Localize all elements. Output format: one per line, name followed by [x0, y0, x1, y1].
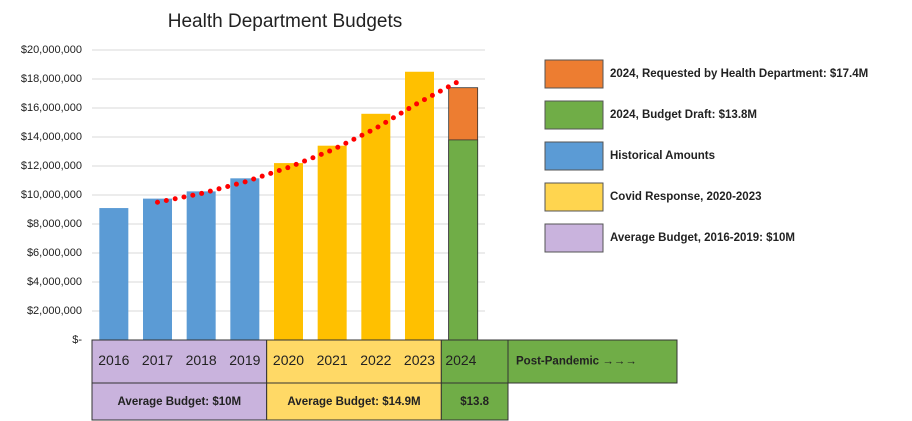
x-tick-label: 2017 — [142, 352, 173, 368]
legend-swatch — [544, 59, 604, 89]
bar — [274, 163, 303, 340]
group-average-cell — [440, 382, 509, 421]
legend-swatch — [544, 141, 604, 171]
bar — [143, 198, 172, 340]
y-tick-label: $8,000,000 — [27, 218, 82, 230]
bar — [186, 191, 216, 340]
legend-label: Average Budget, 2016-2019: $10M — [610, 232, 795, 244]
bar — [448, 139, 479, 341]
legend-label: 2024, Budget Draft: $13.8M — [610, 109, 757, 121]
legend-label: 2024, Requested by Health Department: $1… — [610, 68, 868, 80]
x-tick-label: 2016 — [98, 352, 129, 368]
bar — [317, 145, 347, 340]
group-average-label: $13.8 — [460, 396, 489, 408]
legend-swatch — [544, 100, 604, 130]
group-cell — [91, 339, 268, 384]
x-tick-label: 2019 — [229, 352, 260, 368]
legend-swatch — [544, 182, 604, 212]
y-tick-label: $16,000,000 — [21, 102, 82, 114]
group-average-cell — [91, 382, 268, 421]
x-tick-label: 2024 — [445, 352, 476, 368]
y-tick-label: $10,000,000 — [21, 189, 82, 201]
group-average-label: Average Budget: $14.9M — [287, 396, 420, 408]
x-tick-label: 2018 — [186, 352, 217, 368]
x-tick-label: 2020 — [273, 352, 304, 368]
legend-swatch — [544, 223, 604, 253]
y-tick-label: $12,000,000 — [21, 160, 82, 172]
legend-label: Historical Amounts — [610, 150, 715, 162]
y-tick-label: $20,000,000 — [21, 44, 82, 56]
post-cell — [507, 339, 678, 384]
trendline — [155, 76, 466, 205]
y-tick-label: $- — [72, 334, 82, 346]
chart-title: Health Department Budgets — [168, 11, 402, 32]
y-tick-label: $6,000,000 — [27, 247, 82, 259]
legend-label: Covid Response, 2020-2023 — [610, 191, 762, 203]
bar — [99, 208, 129, 340]
bar — [361, 113, 391, 340]
y-tick-label: $4,000,000 — [27, 276, 82, 288]
bar — [405, 71, 434, 340]
y-tick-label: $18,000,000 — [21, 73, 82, 85]
group-average-label: Average Budget: $10M — [118, 396, 242, 408]
x-tick-label: 2021 — [317, 352, 348, 368]
x-tick-label: 2023 — [404, 352, 435, 368]
y-tick-label: $2,000,000 — [27, 305, 82, 317]
group-average-cell — [266, 382, 442, 421]
x-tick-label: 2022 — [360, 352, 391, 368]
group-cell — [266, 339, 442, 384]
bar — [230, 178, 260, 340]
y-tick-label: $14,000,000 — [21, 131, 82, 143]
post-label: Post-Pandemic →→→ — [516, 356, 637, 368]
